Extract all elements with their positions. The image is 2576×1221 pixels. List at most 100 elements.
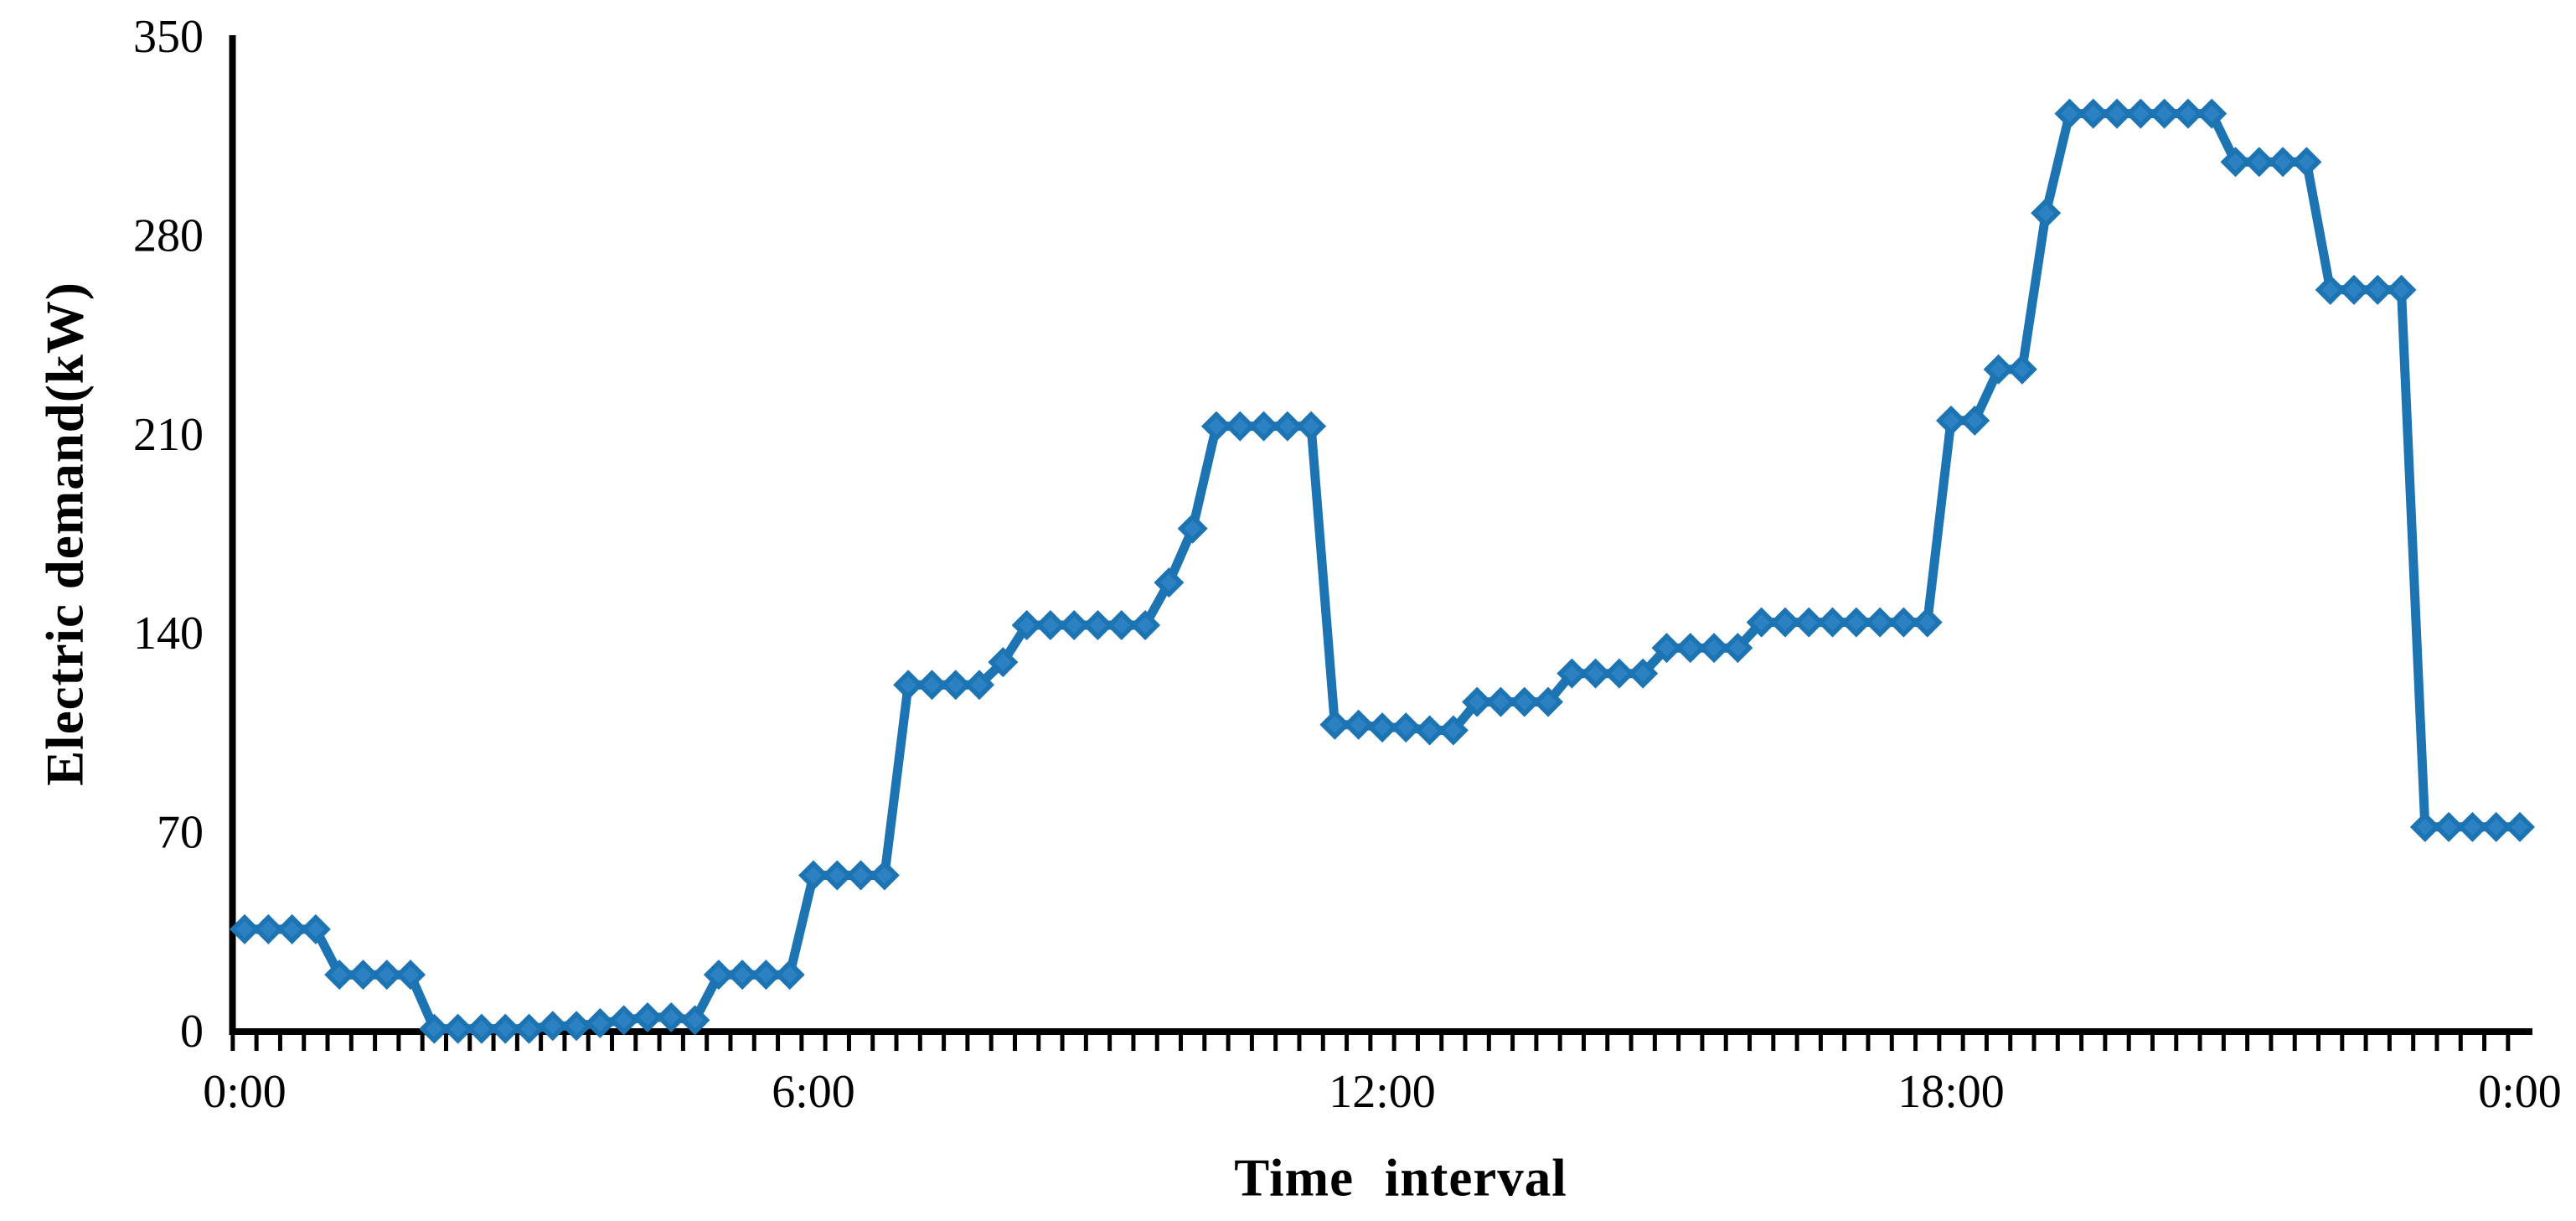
data-point-marker-inner	[1824, 613, 1841, 631]
data-point-marker-inner	[1990, 360, 2007, 378]
data-point-marker-inner	[2345, 281, 2362, 298]
data-point-marker-inner	[1753, 613, 1770, 631]
data-point-marker-inner	[757, 966, 775, 984]
x-tick-label: 0:00	[2478, 1066, 2562, 1118]
data-point-marker-inner	[307, 920, 324, 938]
data-point-marker-inner	[734, 966, 751, 984]
data-point-marker-inner	[1397, 719, 1415, 737]
data-point-marker-inner	[686, 1011, 704, 1029]
data-point-marker-inner	[875, 867, 893, 884]
data-point-marker-inner	[1918, 613, 1936, 631]
data-point-marker-inner	[638, 1009, 656, 1027]
data-point-marker-inner	[2250, 153, 2268, 171]
data-point-marker-inner	[1469, 693, 1486, 711]
data-point-marker-inner	[472, 1020, 490, 1037]
data-point-marker-inner	[426, 1020, 443, 1037]
data-point-marker-inner	[378, 966, 395, 984]
data-point-marker-inner	[2061, 105, 2078, 122]
y-tick-label: 70	[157, 807, 204, 859]
data-point-marker-inner	[497, 1020, 514, 1037]
data-point-marker-inner	[1563, 665, 1581, 682]
data-point-marker-inner	[1706, 639, 1723, 657]
data-point-marker-inner	[994, 654, 1012, 671]
data-point-marker-inner	[900, 676, 917, 694]
data-point-marker-inner	[615, 1011, 632, 1029]
data-point-marker-inner	[971, 676, 989, 694]
data-point-marker-inner	[1160, 574, 1178, 592]
data-point-marker-inner	[1018, 617, 1035, 634]
data-point-marker-inner	[2298, 153, 2315, 171]
data-point-marker-inner	[1137, 617, 1154, 634]
data-point-marker-inner	[283, 920, 301, 938]
y-axis-title: Electric demand(kW)	[35, 282, 95, 786]
data-point-marker-inner	[923, 676, 941, 694]
data-point-marker-inner	[1326, 716, 1344, 733]
data-point-marker-inner	[2203, 105, 2221, 122]
data-point-marker-inner	[1350, 716, 1367, 733]
data-point-marker-inner	[2084, 105, 2102, 122]
x-tick-label: 12:00	[1329, 1066, 1436, 1118]
data-point-marker-inner	[2227, 153, 2244, 171]
data-point-marker-inner	[2393, 281, 2410, 298]
data-point-marker-inner	[805, 867, 822, 884]
x-axis-title: Time interval	[1234, 1148, 1567, 1208]
data-point-marker-inner	[710, 966, 727, 984]
data-point-marker-inner	[520, 1020, 538, 1037]
data-point-marker-inner	[852, 867, 870, 884]
data-point-marker-inner	[354, 966, 372, 984]
data-point-marker-inner	[1255, 417, 1273, 435]
data-point-marker-inner	[2155, 105, 2173, 122]
data-point-marker-inner	[1681, 639, 1699, 657]
data-point-marker-inner	[1610, 665, 1628, 682]
data-point-marker-inner	[663, 1009, 680, 1027]
data-point-marker-inner	[1303, 417, 1320, 435]
data-point-marker-inner	[1492, 693, 1510, 711]
data-point-marker-inner	[2369, 281, 2387, 298]
data-point-marker-inner	[1587, 665, 1604, 682]
data-point-marker-inner	[236, 920, 253, 938]
data-point-marker-inner	[2487, 818, 2505, 836]
data-point-marker-inner	[2179, 105, 2197, 122]
data-point-marker-inner	[1729, 639, 1747, 657]
data-point-marker-inner	[331, 966, 348, 984]
data-point-marker-inner	[2464, 818, 2481, 836]
y-tick-label: 350	[133, 11, 204, 63]
data-point-marker-inner	[1089, 617, 1107, 634]
x-tick-label: 0:00	[203, 1066, 287, 1118]
data-point-marker-inner	[2013, 360, 2031, 378]
data-point-marker-inner	[1515, 693, 1533, 711]
data-point-marker-inner	[1207, 417, 1225, 435]
data-point-marker-inner	[1041, 617, 1059, 634]
data-point-marker-inner	[2132, 105, 2150, 122]
data-point-marker-inner	[1800, 613, 1818, 631]
data-point-marker-inner	[1634, 665, 1652, 682]
data-point-marker-inner	[2440, 818, 2458, 836]
y-tick-label: 210	[133, 409, 204, 461]
data-point-marker-inner	[591, 1014, 609, 1032]
data-point-marker-inner	[449, 1020, 467, 1037]
data-point-marker-inner	[1540, 693, 1557, 711]
data-point-marker-inner	[1066, 617, 1083, 634]
data-point-marker-inner	[1966, 411, 1984, 429]
data-point-marker-inner	[1943, 411, 1959, 429]
data-point-marker-inner	[1776, 613, 1794, 631]
data-point-marker-inner	[2109, 105, 2126, 122]
data-point-marker-inner	[947, 676, 964, 694]
data-point-marker-inner	[1231, 417, 1249, 435]
data-point-marker-inner	[568, 1017, 586, 1035]
data-point-marker-inner	[1421, 722, 1438, 739]
demand-series-line	[240, 109, 2525, 1034]
data-point-marker-inner	[2321, 281, 2339, 298]
data-point-marker-inner	[829, 867, 846, 884]
data-point-marker-inner	[781, 966, 798, 984]
data-point-marker-inner	[2511, 818, 2528, 836]
data-point-marker-inner	[1444, 722, 1462, 739]
data-point-marker-inner	[1871, 613, 1889, 631]
y-tick-label: 280	[133, 210, 204, 261]
data-point-marker-inner	[2416, 818, 2434, 836]
y-tick-label: 0	[180, 1006, 204, 1058]
data-point-marker-inner	[2037, 204, 2055, 222]
x-tick-label: 18:00	[1897, 1066, 2005, 1118]
